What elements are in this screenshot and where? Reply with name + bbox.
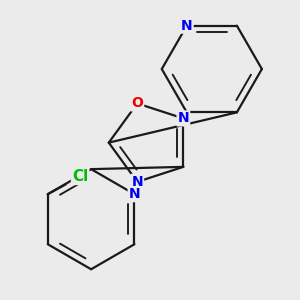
Text: N: N	[131, 175, 143, 189]
Text: N: N	[178, 111, 189, 125]
Text: Cl: Cl	[72, 169, 88, 184]
Text: N: N	[181, 19, 193, 33]
Text: N: N	[129, 187, 140, 201]
Text: O: O	[131, 96, 143, 110]
